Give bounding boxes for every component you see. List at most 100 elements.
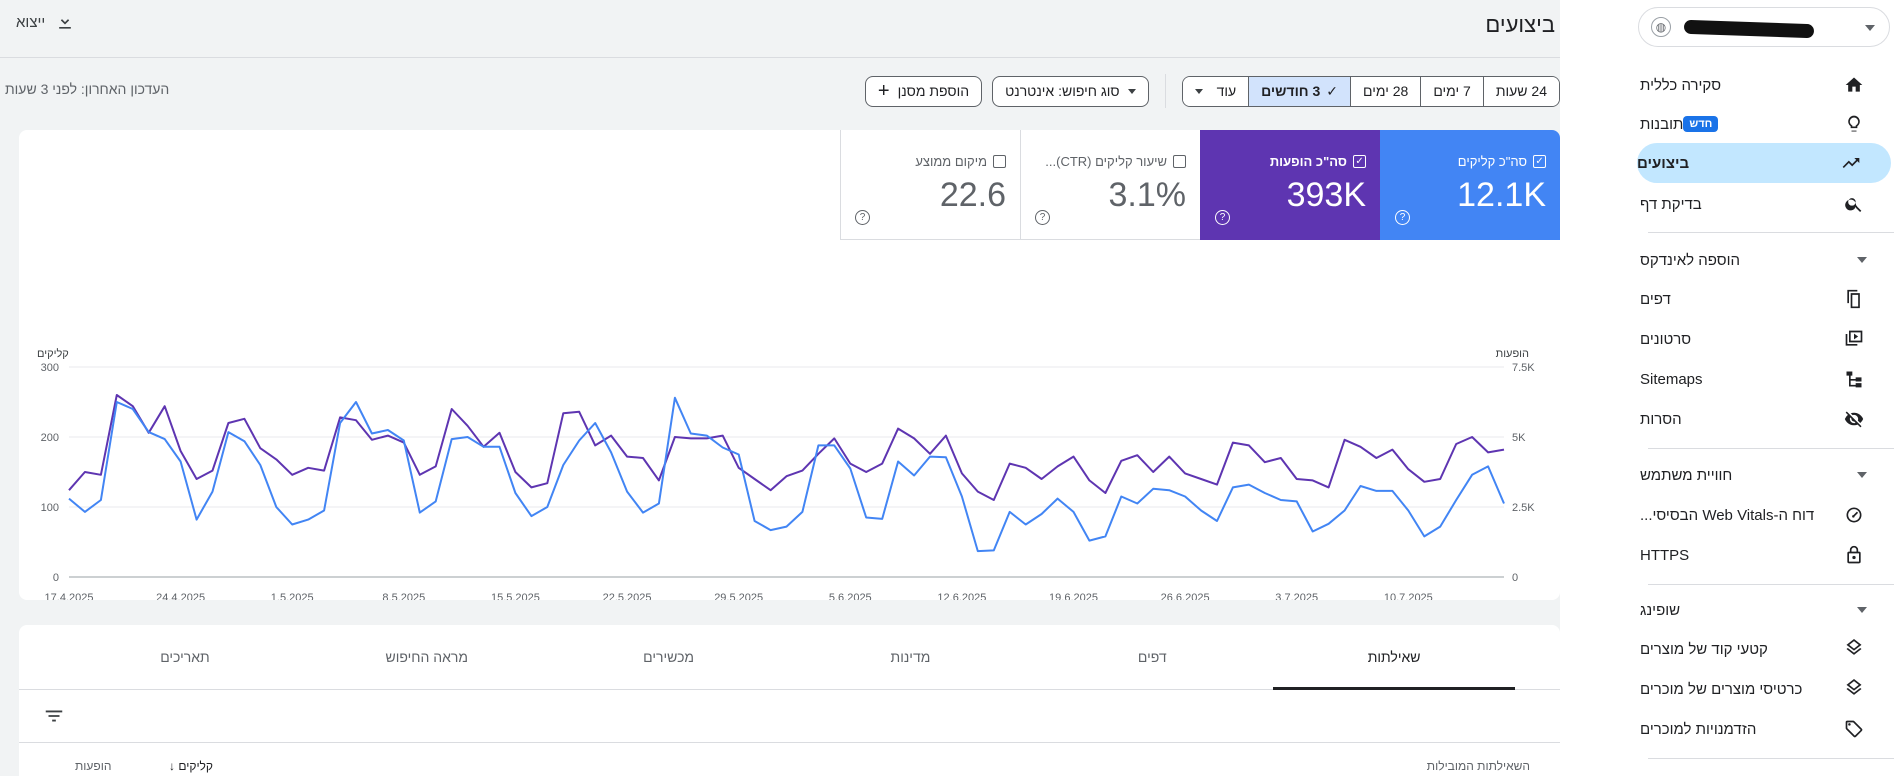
export-button[interactable]: ייצוא	[16, 12, 75, 32]
metric-avg-position[interactable]: מיקום ממוצע 22.6 ?	[840, 130, 1020, 240]
x-tick-label: 10.7.2025	[1384, 592, 1433, 600]
tab-search-appearance[interactable]: מראה החיפוש	[385, 649, 469, 665]
checkbox-checked-icon: ✓	[1353, 155, 1366, 168]
tab-devices[interactable]: מכשירים	[643, 649, 695, 665]
performance-card: ✓ סה"כ קליקים 12.1K ? ✓ סה"כ הופעות 393K ?…	[19, 130, 1560, 600]
range-3m[interactable]: ✓ 3 חודשים	[1248, 76, 1351, 106]
caret-down-icon	[1857, 257, 1867, 263]
caret-down-icon	[1857, 607, 1867, 613]
layers-icon	[1846, 679, 1862, 695]
property-selector[interactable]: ◍	[1638, 7, 1890, 47]
divider	[1648, 448, 1894, 449]
x-tick-label: 29.5.2025	[714, 592, 763, 600]
search-type-button[interactable]: סוג חיפוש: אינטרנט	[992, 75, 1149, 107]
metric-total-impressions[interactable]: ✓ סה"כ הופעות 393K ?	[1200, 130, 1380, 240]
checkbox-icon	[993, 155, 1006, 168]
filter-bar: 24 שעות 7 ימים 28 ימים ✓ 3 חודשים עוד סוג…	[855, 74, 1560, 108]
sidebar-item-sitemaps[interactable]: Sitemaps	[1640, 359, 1894, 399]
top-bar: ביצועים ייצוא	[0, 0, 1560, 58]
new-badge: חדש	[1683, 116, 1719, 132]
sidebar-item-url-inspection[interactable]: בדיקת דף	[1640, 184, 1894, 224]
search-type-label: סוג חיפוש: אינטרנט	[1005, 83, 1120, 99]
trending-up-icon	[1842, 158, 1860, 168]
col-clicks[interactable]: קליקים ↓	[169, 759, 213, 773]
arrow-down-icon: ↓	[169, 759, 175, 773]
sidebar-item-core-web-vitals[interactable]: דוח ה-Web Vitals הבסיסי...	[1640, 495, 1894, 535]
y-right-tick-label: 7.5K	[1512, 362, 1535, 374]
sidebar-item-insights[interactable]: תובנות חדש	[1640, 104, 1894, 144]
video-icon	[1845, 330, 1863, 346]
date-range-selector: 24 שעות 7 ימים 28 ימים ✓ 3 חודשים עוד	[1181, 75, 1560, 107]
tab-dates[interactable]: תאריכים	[160, 649, 210, 665]
y-left-tick-label: 100	[41, 502, 59, 514]
sitemap-icon	[1846, 371, 1862, 388]
sidebar-item-videos[interactable]: סרטונים	[1640, 319, 1894, 359]
col-top-queries[interactable]: השאילתות המובילות	[1426, 759, 1530, 773]
x-tick-label: 3.7.2025	[1275, 592, 1318, 600]
sidebar-item-product-snippets[interactable]: קטעי קוד של מוצרים	[1640, 629, 1894, 669]
dimension-tabs: שאילתות דפים מדינות מכשירים מראה החיפוש …	[19, 625, 1560, 690]
range-28d[interactable]: 28 ימים	[1350, 76, 1421, 106]
help-icon[interactable]: ?	[1035, 210, 1050, 225]
x-tick-label: 1.5.2025	[271, 592, 314, 600]
tab-pages[interactable]: דפים	[1137, 649, 1167, 665]
tag-icon	[1845, 720, 1863, 738]
y-left-tick-label: 300	[41, 362, 59, 374]
page-title: ביצועים	[1485, 12, 1555, 37]
range-7d[interactable]: 7 ימים	[1420, 76, 1483, 106]
last-updated: העדכון האחרון: לפני 3 שעות	[5, 81, 170, 97]
sidebar-item-performance[interactable]: ביצועים	[1637, 143, 1891, 183]
caret-down-icon	[1194, 88, 1203, 94]
sidebar-item-https[interactable]: HTTPS	[1640, 535, 1894, 575]
help-icon[interactable]: ?	[1215, 210, 1230, 225]
metric-value: 3.1%	[1108, 176, 1187, 214]
x-tick-label: 15.5.2025	[491, 592, 540, 600]
table-header: השאילתות המובילות קליקים ↓ הופעות	[19, 742, 1560, 776]
lightbulb-icon	[1848, 115, 1860, 132]
checkbox-icon	[1173, 155, 1186, 168]
metric-value: 22.6	[939, 176, 1006, 214]
help-icon[interactable]: ?	[1395, 210, 1410, 225]
metric-tiles: ✓ סה"כ קליקים 12.1K ? ✓ סה"כ הופעות 393K ?…	[840, 130, 1560, 240]
main-content: ביצועים ייצוא 24 שעות 7 ימים 28 ימים ✓ 3 …	[0, 0, 1560, 776]
sidebar-item-merchant-listings[interactable]: כרטיסי מוצרים של מוכרים	[1640, 669, 1894, 709]
y-left-tick-label: 200	[41, 432, 59, 444]
pages-icon	[1847, 289, 1860, 309]
redacted-property	[1683, 19, 1815, 39]
sidebar-section-shopping[interactable]: שופינג	[1640, 592, 1894, 628]
series-line-clicks	[68, 396, 1505, 553]
sidebar-item-pages[interactable]: דפים	[1640, 279, 1894, 319]
x-tick-label: 12.6.2025	[937, 592, 986, 600]
gauge-icon	[1846, 507, 1862, 523]
series-line-impressions	[68, 394, 1505, 501]
range-more[interactable]: עוד	[1182, 76, 1249, 106]
add-filter-label: הוספת מסנן	[897, 83, 970, 99]
home-icon	[1845, 77, 1863, 92]
sidebar-section-experience[interactable]: חוויית משתמש	[1640, 457, 1894, 493]
y-left-tick-label: 0	[53, 572, 59, 584]
filter-icon[interactable]	[43, 705, 65, 727]
x-tick-label: 19.6.2025	[1049, 592, 1098, 600]
performance-chart[interactable]: 300 7.5K 200 5K 100 2.5K 0 0 קליקים הופעות 17.4.20…	[19, 250, 1560, 600]
add-filter-button[interactable]: + הוספת מסנן	[864, 75, 983, 107]
metric-ctr[interactable]: שיעור קליקים (CTR)... 3.1% ?	[1020, 130, 1200, 240]
sidebar-item-removals[interactable]: הסרות	[1640, 399, 1894, 439]
tab-countries[interactable]: מדינות	[890, 649, 931, 665]
plus-icon: +	[877, 80, 890, 102]
metric-value: 393K	[1286, 176, 1366, 214]
help-icon[interactable]: ?	[855, 210, 870, 225]
x-tick-label: 5.6.2025	[829, 592, 872, 600]
tab-queries[interactable]: שאילתות	[1273, 625, 1515, 690]
col-impressions[interactable]: הופעות	[75, 759, 112, 773]
sidebar-item-merchant-opportunities[interactable]: הזדמנויות למוכרים	[1640, 709, 1894, 749]
x-tick-label: 22.5.2025	[603, 592, 652, 600]
range-24h[interactable]: 24 שעות	[1482, 76, 1559, 106]
sidebar-item-overview[interactable]: סקירה כללית	[1640, 65, 1894, 105]
metric-total-clicks[interactable]: ✓ סה"כ קליקים 12.1K ?	[1380, 130, 1560, 240]
y-right-tick-label: 0	[1512, 572, 1518, 584]
checkbox-checked-icon: ✓	[1533, 155, 1546, 168]
sidebar-section-indexing[interactable]: הוספה לאינדקס	[1640, 242, 1894, 278]
x-tick-label: 17.4.2025	[45, 592, 94, 600]
y-right-tick-label: 2.5K	[1512, 502, 1535, 514]
sidebar: ◍ סקירה כללית תובנות חדש ביצועים בדיקת ד…	[1560, 0, 1894, 776]
